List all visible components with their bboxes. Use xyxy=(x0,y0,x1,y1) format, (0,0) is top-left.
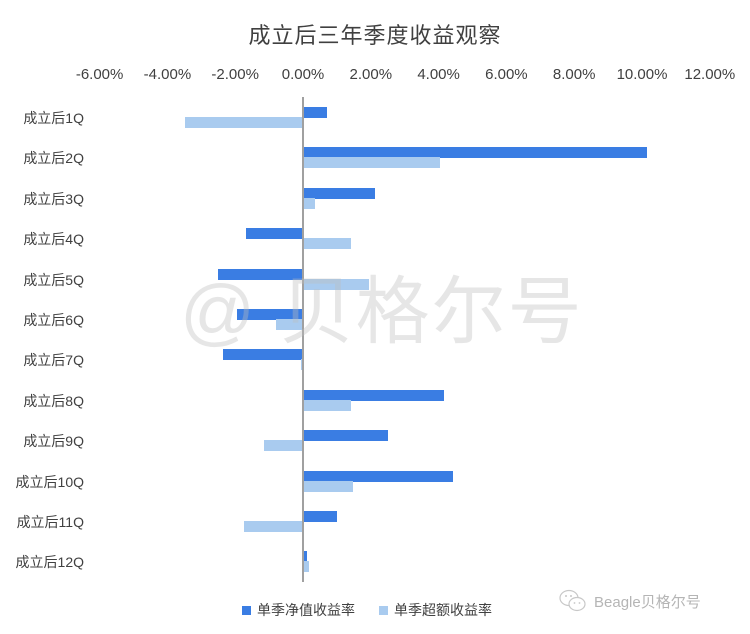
bar-net-return xyxy=(303,147,648,159)
legend-label-excess: 单季超额收益率 xyxy=(394,602,492,618)
bar-excess-return xyxy=(303,157,440,169)
chart-title: 成立后三年季度收益观察 xyxy=(248,23,502,48)
brand-label: Beagle贝格尔号 xyxy=(594,593,701,611)
bar-excess-return xyxy=(303,561,310,573)
wechat-icon xyxy=(558,589,588,613)
category-label: 成立后1Q xyxy=(23,110,84,126)
legend-item-net-return: 单季净值收益率 xyxy=(242,600,355,620)
bar-excess-return xyxy=(244,521,303,532)
bar-net-return xyxy=(303,187,375,199)
legend: 单季净值收益率 单季超额收益率 xyxy=(242,600,492,620)
brand-footer: Beagle贝格尔号 xyxy=(558,589,701,613)
category-label: 成立后4Q xyxy=(23,231,84,248)
bar-net-return xyxy=(303,430,389,442)
bar-net-return xyxy=(303,389,444,401)
bar-excess-return xyxy=(303,197,316,209)
x-tick-label: 12.00% xyxy=(684,66,736,83)
x-tick-label: -6.00% xyxy=(75,66,124,83)
bar-excess-return xyxy=(276,319,303,330)
category-label: 成立后5Q xyxy=(23,271,84,288)
bar-net-return xyxy=(303,107,328,118)
x-tick-label: 2.00% xyxy=(349,66,393,83)
category-label: 成立后2Q xyxy=(23,150,84,167)
legend-item-excess-return: 单季超额收益率 xyxy=(379,600,492,620)
x-tick-label: 10.00% xyxy=(616,66,668,83)
bar-excess-return xyxy=(303,238,352,250)
x-tick-label: 6.00% xyxy=(485,66,528,83)
bar-excess-return xyxy=(264,440,303,452)
category-label: 成立后10Q xyxy=(15,473,84,490)
category-label: 成立后3Q xyxy=(23,190,84,207)
legend-swatch-excess xyxy=(379,605,388,615)
x-tick-label: -2.00% xyxy=(211,66,259,83)
bar-excess-return xyxy=(303,278,369,290)
category-label: 成立后12Q xyxy=(15,554,84,571)
category-label: 成立后11Q xyxy=(16,514,84,530)
category-label: 成立后8Q xyxy=(23,392,84,409)
bar-net-return xyxy=(303,551,308,563)
category-label: 成立后7Q xyxy=(23,352,84,369)
bar-net-return xyxy=(303,470,453,482)
x-tick-label: -4.00% xyxy=(143,66,192,83)
x-tick-label: 8.00% xyxy=(552,66,596,83)
bar-net-return xyxy=(236,309,303,320)
bar-net-return xyxy=(303,511,337,522)
x-tick-label: 0.00% xyxy=(281,66,325,83)
bar-excess-return xyxy=(185,117,303,128)
category-label: 成立后9Q xyxy=(23,433,84,450)
zero-axis-line xyxy=(302,97,304,582)
legend-swatch-net xyxy=(242,605,251,615)
bar-excess-return xyxy=(303,480,353,492)
bar-net-return xyxy=(223,349,303,361)
bar-excess-return xyxy=(303,399,352,411)
x-tick-label: 4.00% xyxy=(417,66,460,83)
legend-label-net: 单季净值收益率 xyxy=(257,602,355,618)
bar-net-return xyxy=(245,228,303,240)
bar-net-return xyxy=(218,268,303,280)
category-label: 成立后6Q xyxy=(23,312,84,328)
